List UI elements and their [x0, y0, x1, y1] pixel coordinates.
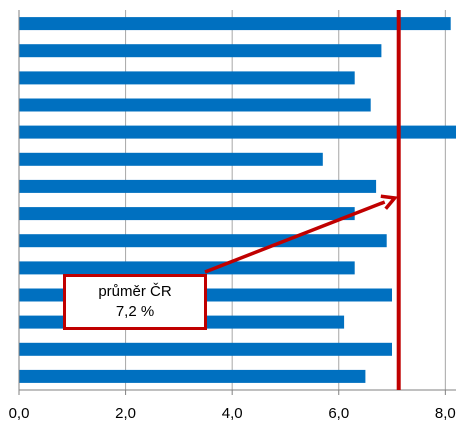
average-reference-line: [204, 10, 401, 390]
bar: [19, 234, 387, 248]
bar: [19, 207, 355, 221]
bar: [19, 179, 377, 193]
bar: [19, 369, 366, 383]
x-tick-labels: 0,0 2,0 4,0 6,0 8,0: [9, 405, 456, 422]
bar: [19, 17, 451, 31]
bar: [19, 125, 456, 139]
bar: [19, 98, 371, 112]
x-tick-label: 6,0: [328, 405, 349, 422]
bar: [19, 342, 392, 356]
average-annotation-box: průměr ČR 7,2 %: [63, 274, 207, 330]
bar: [19, 152, 323, 166]
x-tick-label: 4,0: [222, 405, 243, 422]
bar: [19, 71, 355, 85]
bar: [19, 261, 355, 275]
axes: [18, 10, 456, 395]
average-annotation-value: 7,2 %: [115, 303, 155, 320]
x-tick-label: 0,0: [9, 405, 30, 422]
x-tick-label: 2,0: [115, 405, 136, 422]
x-tick-label: 8,0: [435, 405, 456, 422]
average-annotation-label: průměr ČR: [98, 283, 172, 300]
annotation-arrow-head: [380, 194, 399, 210]
annotation-arrow-line: [204, 200, 386, 274]
bar: [19, 44, 382, 58]
